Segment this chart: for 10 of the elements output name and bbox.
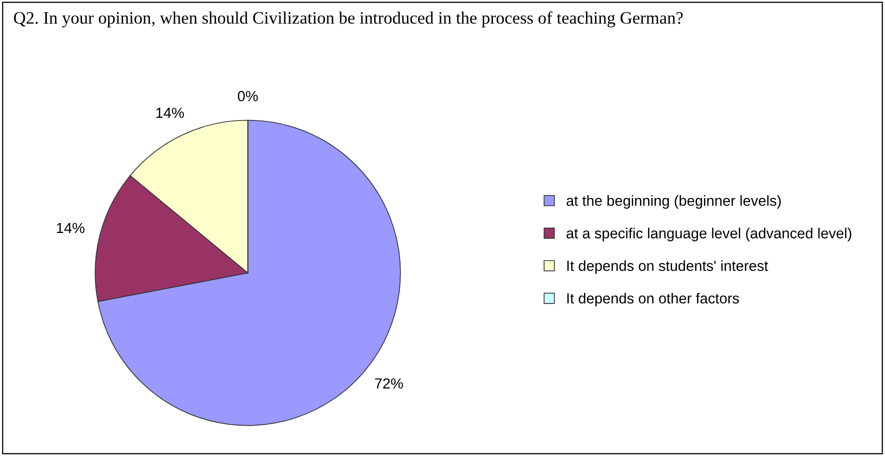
data-label: 14% bbox=[56, 222, 84, 234]
data-label: 72% bbox=[375, 378, 403, 389]
text: 0% bbox=[238, 90, 258, 102]
data-label: 14% bbox=[156, 108, 184, 118]
legend-label: at a specific language level (advanced level) bbox=[566, 228, 852, 242]
legend-label: It depends on other factors bbox=[567, 292, 739, 306]
legend-label: It depends on students' interest bbox=[567, 260, 768, 274]
pie-slice bbox=[97, 120, 401, 426]
legend-label: at the beginning (beginner levels) bbox=[566, 195, 781, 209]
chart-title: Q2. In your opinion, when should Civilization be introduced in the process of teaching German? bbox=[14, 11, 683, 28]
